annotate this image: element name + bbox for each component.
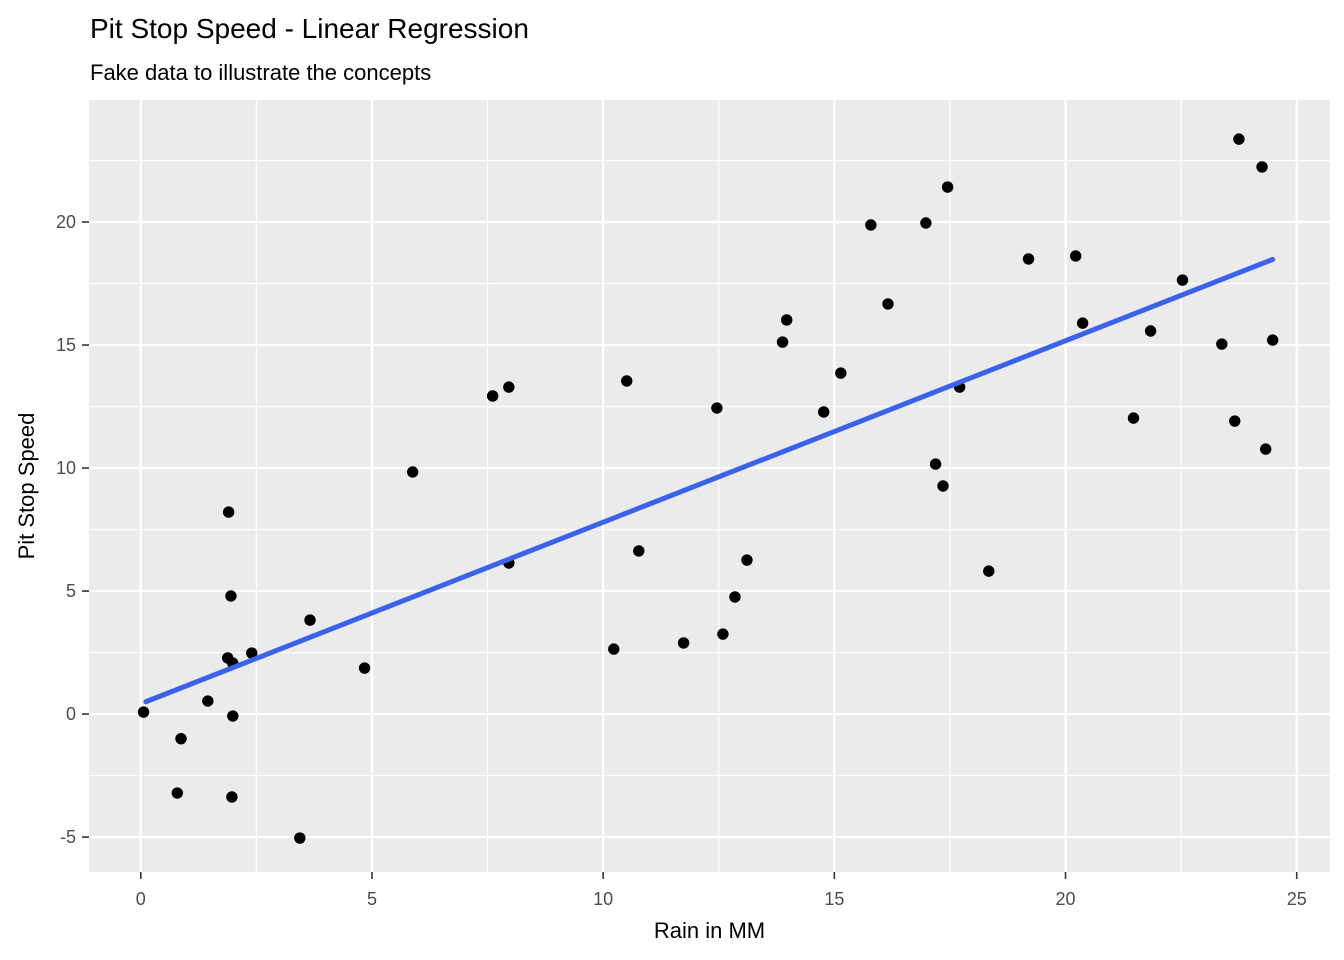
data-point <box>1069 250 1082 262</box>
data-point <box>226 791 238 803</box>
data-point <box>1144 325 1157 337</box>
data-point <box>1233 133 1245 145</box>
data-point <box>227 710 239 722</box>
y-tick-label: 20 <box>56 212 76 232</box>
data-point <box>741 554 753 566</box>
data-point <box>1022 253 1035 265</box>
data-point <box>929 458 942 470</box>
data-point <box>304 614 316 626</box>
x-tick-label: 20 <box>1056 889 1076 909</box>
data-point <box>1266 334 1279 346</box>
data-point <box>225 590 237 602</box>
x-axis-title: Rain in MM <box>653 918 766 943</box>
data-point <box>717 628 729 640</box>
plot-title: Pit Stop Speed - Linear Regression <box>90 13 529 44</box>
data-point <box>865 219 877 231</box>
data-point <box>882 298 894 310</box>
data-point <box>358 662 371 674</box>
data-point <box>1127 412 1140 424</box>
data-point <box>222 506 235 518</box>
y-tick-label: -5 <box>60 827 76 847</box>
data-point <box>776 336 789 348</box>
data-point <box>818 406 830 418</box>
data-point <box>1260 443 1272 455</box>
data-point <box>711 402 723 414</box>
data-point <box>941 181 954 193</box>
data-point <box>1216 338 1228 350</box>
data-point <box>1256 161 1268 173</box>
data-point <box>202 695 214 707</box>
data-point <box>608 643 620 655</box>
y-tick-label: 0 <box>66 704 76 724</box>
data-point <box>920 217 932 229</box>
data-point <box>1176 274 1189 286</box>
y-tick-label: 10 <box>56 458 76 478</box>
data-point <box>294 832 306 844</box>
data-point <box>937 480 949 492</box>
data-point <box>781 314 793 326</box>
data-point <box>137 706 150 718</box>
x-tick-label: 0 <box>136 889 146 909</box>
data-point <box>1076 317 1089 329</box>
data-point <box>983 565 995 577</box>
data-point <box>406 466 419 478</box>
data-point <box>246 647 258 659</box>
x-tick-label: 25 <box>1287 889 1307 909</box>
x-tick-label: 10 <box>593 889 613 909</box>
data-point <box>486 390 499 402</box>
data-point <box>171 787 184 799</box>
y-axis-title: Pit Stop Speed <box>14 412 39 560</box>
data-point <box>835 367 847 379</box>
data-point <box>621 375 633 387</box>
y-tick-label: 15 <box>56 335 76 355</box>
regression-line <box>143 256 1276 705</box>
data-point <box>633 545 645 557</box>
x-tick-label: 5 <box>367 889 377 909</box>
data-point <box>175 732 187 745</box>
data-point <box>1229 415 1241 427</box>
data-point <box>729 591 741 603</box>
x-tick-label: 15 <box>824 889 844 909</box>
y-tick-label: 5 <box>66 581 76 601</box>
data-point <box>677 637 690 649</box>
data-point <box>503 381 515 393</box>
plot-subtitle: Fake data to illustrate the concepts <box>90 60 432 85</box>
plot-panel-background <box>89 100 1330 872</box>
